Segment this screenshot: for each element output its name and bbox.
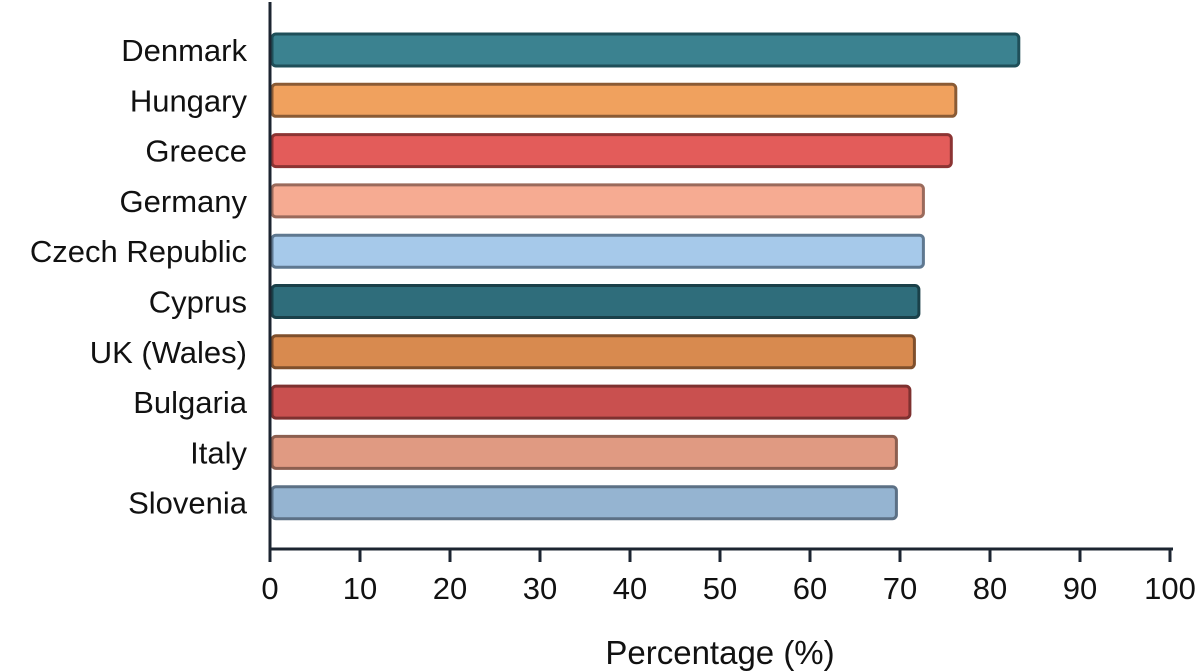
category-label-bulgaria: Bulgaria xyxy=(133,385,247,420)
x-tick-label-0: 0 xyxy=(261,571,278,606)
x-tick-label-80: 80 xyxy=(973,571,1007,606)
category-labels: Denmark Hungary Greece Germany Czech Republi… xyxy=(30,33,248,521)
category-label-hungary: Hungary xyxy=(130,83,248,118)
bar-denmark xyxy=(270,32,1021,68)
category-label-greece: Greece xyxy=(145,134,247,169)
x-tick-label-70: 70 xyxy=(883,571,917,606)
category-label-italy: Italy xyxy=(190,435,247,470)
x-tick-label-40: 40 xyxy=(613,571,647,606)
x-tick-label-60: 60 xyxy=(793,571,827,606)
x-tick-label-90: 90 xyxy=(1063,571,1097,606)
x-axis-title: Percentage (%) xyxy=(605,634,834,671)
category-label-czech-republic: Czech Republic xyxy=(30,234,247,269)
x-tick-label-10: 10 xyxy=(343,571,377,606)
x-tick-label-100: 100 xyxy=(1144,571,1196,606)
x-tick-label-30: 30 xyxy=(523,571,557,606)
x-tick-label-50: 50 xyxy=(703,571,737,606)
bar-czech-republic xyxy=(270,233,925,269)
bar-bulgaria xyxy=(270,384,912,420)
bar-germany xyxy=(270,183,925,219)
bars-layer xyxy=(270,32,1021,521)
bar-italy xyxy=(270,434,898,470)
bar-greece xyxy=(270,133,953,169)
bar-hungary xyxy=(270,82,958,118)
x-ticks: 0 10 20 30 40 50 60 70 80 90 100 xyxy=(261,549,1196,606)
category-label-slovenia: Slovenia xyxy=(128,486,248,521)
bar-uk-wales xyxy=(270,334,916,370)
category-label-denmark: Denmark xyxy=(121,33,247,68)
category-label-germany: Germany xyxy=(120,184,248,219)
category-label-uk-wales: UK (Wales) xyxy=(90,335,247,370)
bar-cyprus xyxy=(270,284,921,319)
x-tick-label-20: 20 xyxy=(433,571,467,606)
bar-slovenia xyxy=(270,485,898,521)
category-label-cyprus: Cyprus xyxy=(149,285,247,320)
